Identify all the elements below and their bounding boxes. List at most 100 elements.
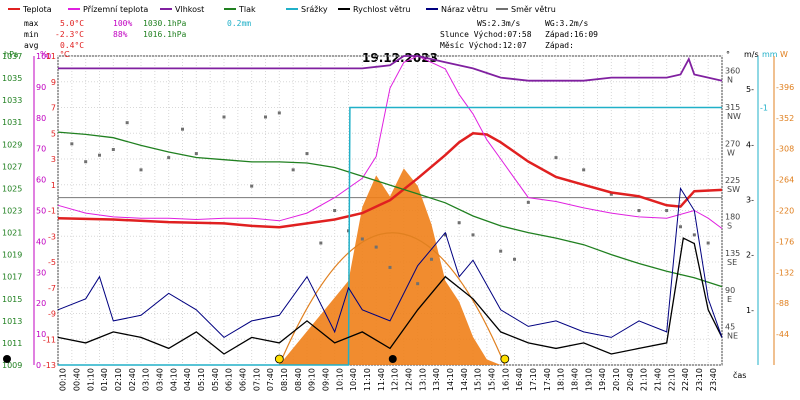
temperature-tick: -5: [48, 258, 56, 267]
axes: hPa% °C ° m/s mm W103710351033103110291027102…: [2, 50, 794, 391]
wind-dir-point: [388, 265, 392, 269]
stat-max-label: max: [24, 19, 39, 28]
humidity-axis-unit: %: [40, 50, 48, 59]
humidity-tick: 0: [36, 361, 41, 370]
wind-dir-tick-compass: E: [727, 295, 732, 304]
x-tick-label: 21:10: [640, 368, 649, 391]
x-tick-label: 04:10: [169, 368, 178, 391]
temperature-tick: -1: [48, 207, 56, 216]
x-tick-label: 08:10: [280, 368, 289, 391]
humidity-tick: 60: [36, 176, 46, 185]
wind-dir-point: [222, 115, 226, 119]
legend-label: Rychlost větru: [353, 5, 410, 14]
x-tick-label: 03:40: [155, 368, 164, 391]
stat-min-temp: -2.3°C: [55, 30, 84, 39]
series-sr-ky: [58, 106, 722, 366]
temperature-tick: -13: [43, 361, 56, 370]
stat-min-label: min: [24, 30, 39, 39]
wind-dir-tick-compass: NW: [727, 112, 741, 121]
wind-dir-point: [139, 168, 143, 172]
solar-tick: -176: [776, 237, 794, 246]
humidity-tick: 90: [36, 83, 46, 92]
solar-tick: -88: [776, 299, 789, 308]
x-tick-label: 18:10: [557, 368, 566, 391]
wind-dir-tick-compass: SW: [727, 185, 740, 194]
x-tick-label: 02:40: [128, 368, 137, 391]
wind-dir-point: [374, 245, 378, 249]
x-tick-label: 16:40: [515, 368, 524, 391]
x-tick-label: 01:10: [86, 368, 95, 391]
x-tick-label: 12:10: [391, 368, 400, 391]
x-tick-label: 13:40: [432, 368, 441, 391]
x-tick-label: 22:10: [667, 368, 676, 391]
wind-dir-point: [333, 209, 337, 212]
x-tick-label: 07:40: [266, 368, 275, 391]
wind-dir-point: [665, 209, 669, 212]
pressure-tick: 1035: [2, 74, 22, 83]
precip-tick: -1: [760, 104, 768, 113]
stat-max-hum: 100%: [113, 19, 132, 28]
wind-dir-point: [84, 160, 88, 164]
wind-gust-max: WG:3.2m/s: [545, 19, 589, 28]
humidity-tick: 30: [36, 268, 46, 277]
x-tick-label: 16:10: [501, 368, 510, 391]
temperature-tick: -3: [48, 232, 56, 241]
temperature-tick: 9: [51, 78, 56, 87]
pressure-tick: 1027: [2, 162, 22, 171]
pressure-tick: 1013: [2, 317, 22, 326]
x-tick-label: 11:10: [363, 368, 372, 391]
temperature-tick: -11: [43, 335, 56, 344]
x-tick-label: 05:10: [197, 368, 206, 391]
wind-dir-axis-unit: °: [726, 50, 730, 59]
pressure-tick: 1017: [2, 273, 22, 282]
x-tick-label: 07:10: [252, 368, 261, 391]
x-tick-label: 14:10: [446, 368, 455, 391]
wind-dir-point: [582, 168, 586, 172]
wind-dir-point: [692, 233, 696, 237]
x-tick-label: 22:40: [681, 368, 690, 391]
x-tick-label: 19:40: [598, 368, 607, 391]
wind-speed-tick: 2-: [746, 251, 754, 260]
x-axis-label: čas: [733, 370, 746, 380]
solar-tick: -132: [776, 268, 794, 277]
pressure-tick: 1015: [2, 295, 22, 304]
x-tick-label: 17:40: [543, 368, 552, 391]
x-tick-label: 20:40: [626, 368, 635, 391]
wind-dir-tick-compass: N: [727, 75, 733, 84]
series-vlhkost: [58, 55, 723, 82]
wind-dir-point: [513, 257, 516, 261]
wind-dir-point: [416, 282, 420, 286]
x-tick-label: 10:40: [349, 368, 358, 391]
stat-min-hum: 88%: [113, 30, 128, 39]
moon-rise: Měsíc Východ:12:07: [440, 41, 527, 50]
wind-dir-point: [443, 233, 447, 237]
wind-dir-point: [471, 233, 475, 237]
solar-tick: -396: [776, 83, 794, 92]
wind-dir-point: [430, 257, 433, 261]
pressure-tick: 1033: [2, 96, 22, 105]
sun-set: Západ:16:09: [545, 30, 598, 39]
sunset-marker: [500, 354, 510, 364]
x-tick-label: 13:10: [418, 368, 427, 391]
wind-dir-point: [319, 241, 323, 245]
x-tick-label: 23:40: [709, 368, 718, 391]
x-tick-label: 09:10: [308, 368, 317, 391]
wind-speed-axis-unit: m/s: [744, 50, 759, 59]
wind-dir-tick: 45: [725, 322, 735, 331]
wind-dir-point: [250, 184, 254, 188]
pressure-tick: 1037: [2, 52, 22, 61]
x-tick-label: 00:10: [59, 368, 68, 391]
wind-dir-point: [609, 192, 613, 196]
x-tick-label: 06:10: [225, 368, 234, 391]
moon-phase-icon: [3, 355, 11, 363]
solar-tick: -264: [776, 176, 794, 185]
x-tick-label: 09:40: [321, 368, 330, 391]
x-tick-label: 20:10: [612, 368, 621, 391]
wind-dir-point: [98, 153, 101, 157]
stats-header: max 5.0°C 100% 1030.1hPa 0.2mm min -2.3°…: [24, 19, 598, 50]
pressure-tick: 1025: [2, 184, 22, 193]
x-tick-label: 21:40: [653, 368, 662, 391]
legend-label: Teplota: [22, 5, 52, 14]
humidity-tick: 80: [36, 114, 46, 123]
wind-dir-tick: 360: [725, 66, 740, 75]
